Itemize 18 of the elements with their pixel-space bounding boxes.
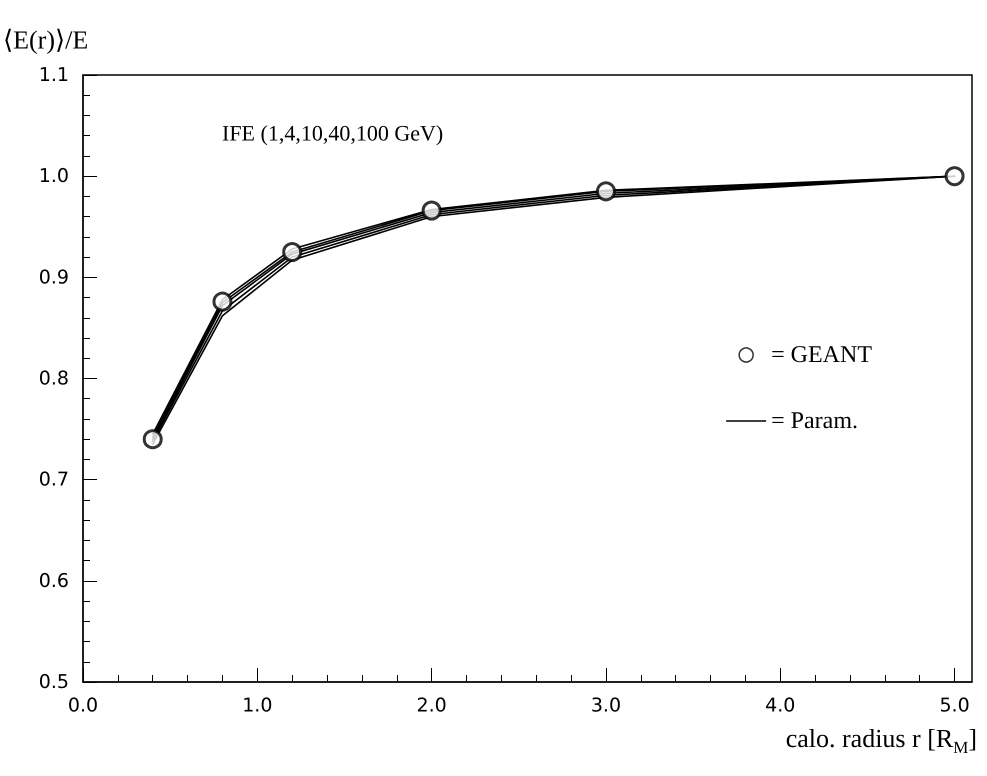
y-tick-label: 1.1: [38, 64, 69, 86]
y-tick-label: 0.8: [38, 368, 69, 390]
x-axis-title: calo. radius r [R$_{M}$]: [786, 724, 977, 758]
legend-label: = Param.: [771, 408, 858, 434]
y-tick-label: 0.9: [38, 266, 69, 288]
annotation: IFE (1,4,10,40,100 GeV): [222, 120, 444, 146]
y-tick-label: 0.5: [38, 671, 69, 693]
y-tick-label: 0.6: [38, 570, 69, 592]
x-tick-label: 0.0: [68, 694, 98, 716]
legend-label: = GEANT: [771, 342, 872, 368]
y-tick-label: 1.0: [38, 165, 69, 188]
x-tick-label: 5.0: [939, 694, 970, 716]
x-tick-label: 3.0: [590, 694, 622, 716]
x-tick-label: 1.0: [242, 694, 272, 716]
y-tick-label: 0.7: [38, 468, 69, 491]
y-axis-title: ⟨E(r)⟩/E: [3, 26, 88, 54]
x-tick-label: 4.0: [765, 694, 796, 716]
x-tick-label: 2.0: [416, 694, 447, 716]
